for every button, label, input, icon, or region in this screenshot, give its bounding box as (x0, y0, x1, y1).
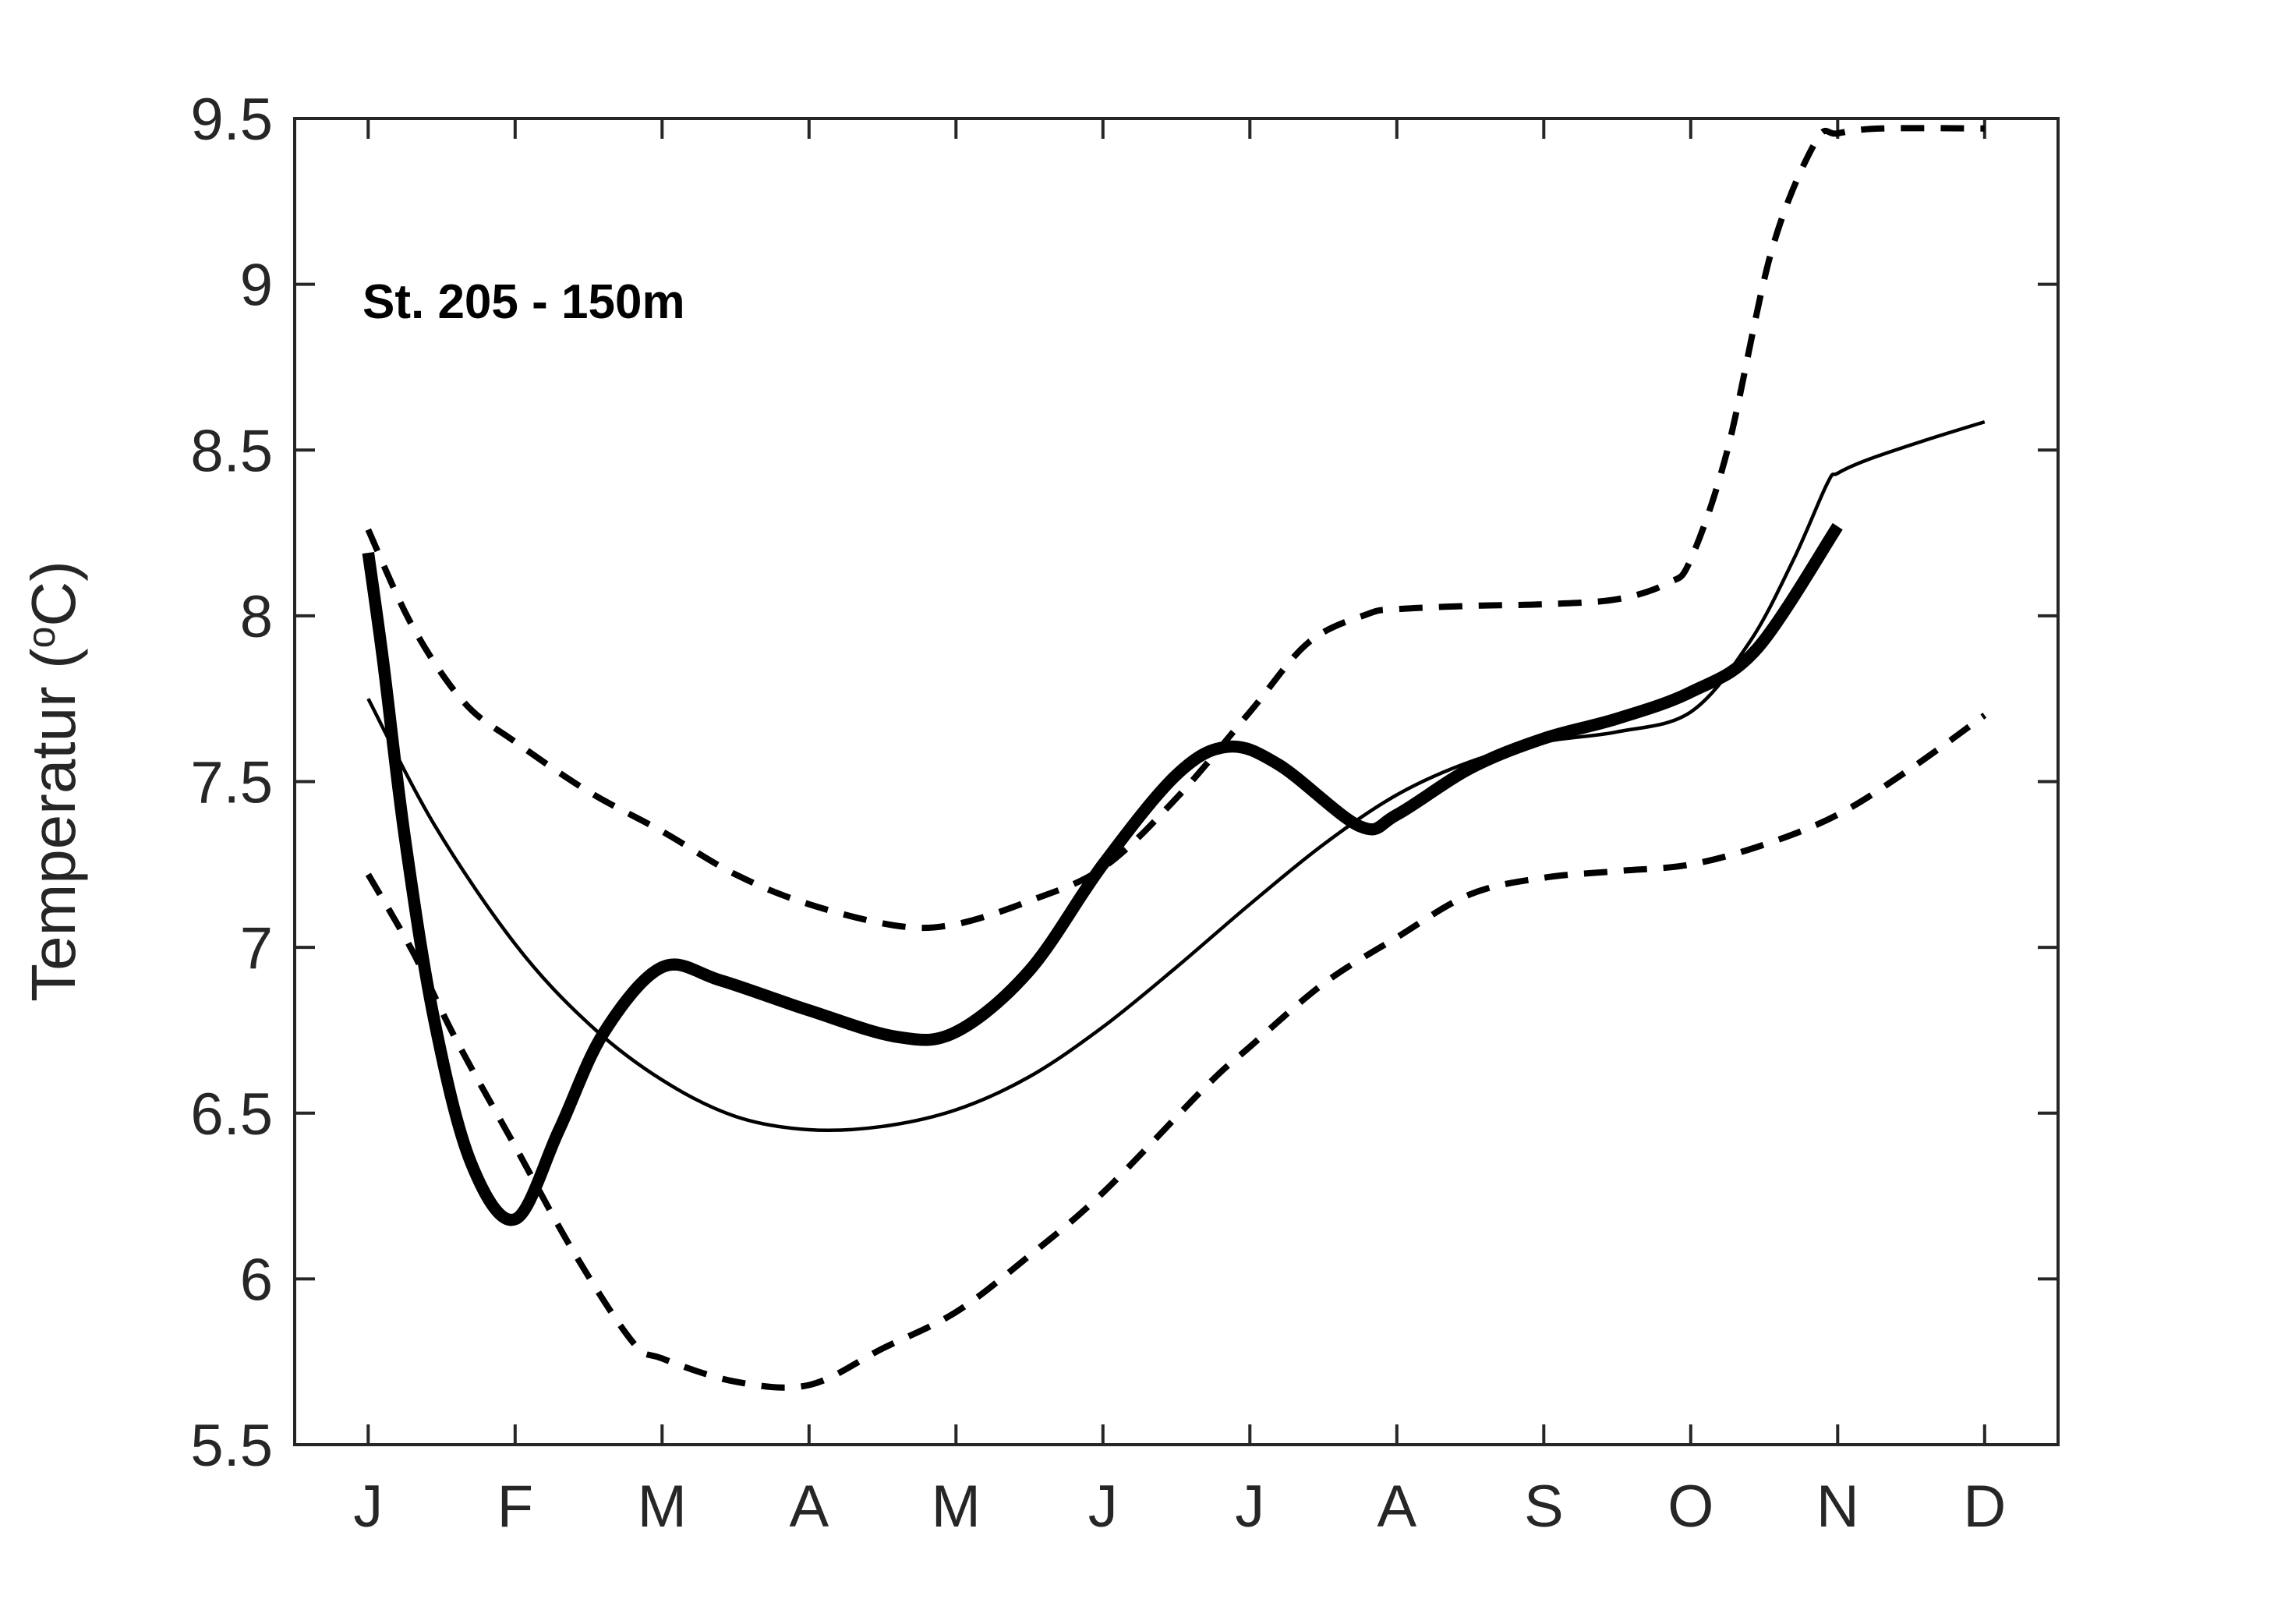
y-tick-label: 6.5 (190, 1081, 273, 1148)
y-tick-label: 7.5 (190, 750, 273, 816)
thick-solid-line (362, 522, 1843, 1226)
x-tick-label: N (1816, 1474, 1859, 1540)
y-tick-label: 5.5 (190, 1413, 273, 1479)
y-axis-label: Temperatur (oC) (19, 561, 88, 1002)
thin-solid-line (366, 419, 1986, 1133)
x-tick-label: J (1088, 1474, 1118, 1540)
plot-title: St. 205 - 150m (362, 275, 685, 329)
chart-series (362, 125, 1987, 1391)
y-tick-label: 8 (240, 584, 273, 650)
x-tick-label: M (932, 1474, 981, 1540)
dashed-upper-line (365, 125, 1985, 932)
y-axis-label-suffix: C) (19, 561, 88, 626)
y-tick-label: 9 (240, 253, 273, 319)
y-tick-label: 9.5 (190, 87, 273, 153)
degree-superscript: o (19, 627, 63, 649)
y-axis-label-prefix: Temperatur ( (19, 648, 88, 1002)
y-tick-label: 6 (240, 1247, 273, 1313)
x-tick-label: F (497, 1474, 533, 1540)
x-tick-label: S (1524, 1474, 1564, 1540)
x-tick-label: J (1235, 1474, 1264, 1540)
y-axis-tick-labels: 5.5 6 6.5 7 7.5 8 8.5 9 9.5 (190, 87, 273, 1479)
y-tick-label: 7 (240, 915, 273, 982)
x-tick-label: D (1963, 1474, 2006, 1540)
x-tick-label: A (789, 1474, 829, 1540)
dashed-lower-line (365, 713, 1987, 1391)
axis-ticks (295, 117, 2058, 1446)
y-tick-label: 8.5 (190, 418, 273, 484)
x-tick-label: J (353, 1474, 383, 1540)
x-tick-label: M (638, 1474, 687, 1540)
x-tick-label: O (1667, 1474, 1713, 1540)
x-tick-label: A (1377, 1474, 1416, 1540)
